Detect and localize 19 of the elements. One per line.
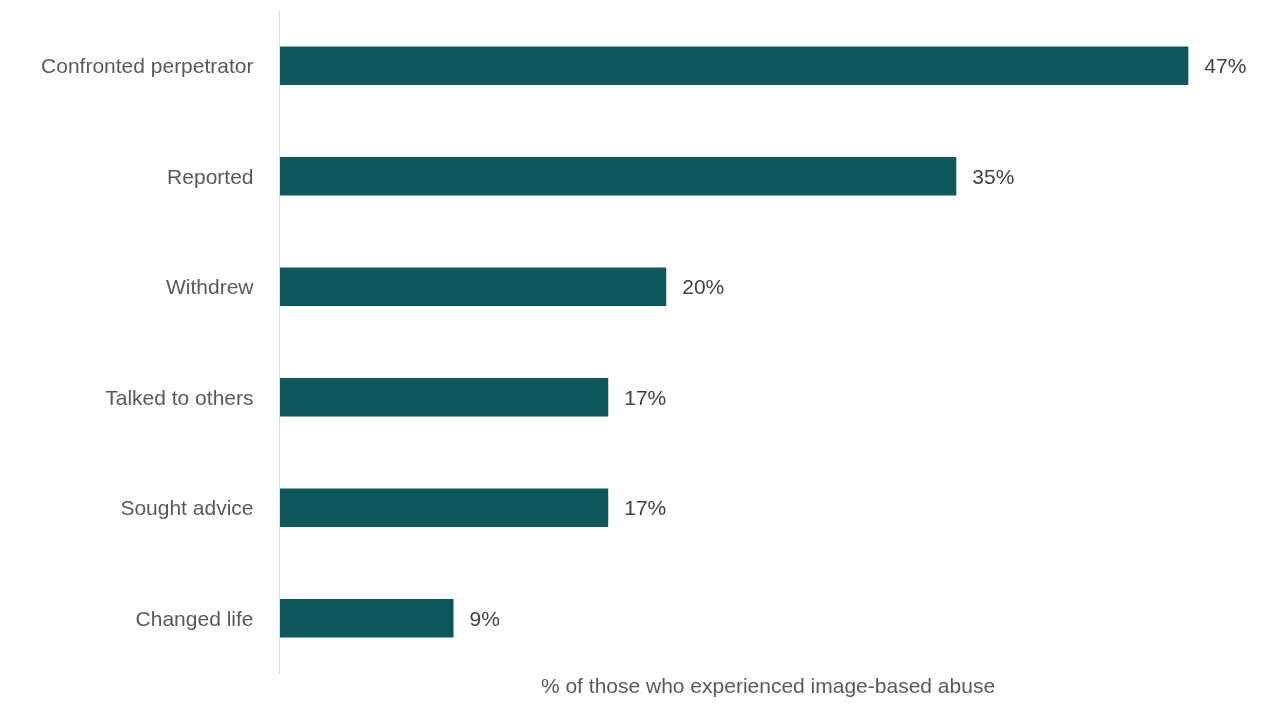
data-label: 9%: [469, 606, 500, 630]
y-tick-label: Changed life: [135, 606, 254, 630]
bar: [279, 46, 1189, 86]
y-tick-label: Confronted perpetrator: [41, 54, 254, 78]
y-tick-label: Sought advice: [120, 496, 254, 520]
data-label: 20%: [682, 275, 725, 299]
bar: [279, 267, 667, 307]
bar: [279, 598, 454, 638]
x-axis-title: % of those who experienced image-based abuse: [540, 673, 996, 697]
bar: [279, 377, 609, 417]
data-label: 17%: [624, 496, 667, 520]
data-label: 17%: [624, 385, 667, 409]
y-tick-label: Talked to others: [105, 385, 254, 409]
y-tick-label: Reported: [167, 164, 254, 188]
data-label: 47%: [1204, 54, 1247, 78]
bar: [279, 488, 609, 528]
y-tick-label: Withdrew: [165, 275, 255, 299]
data-label: 35%: [972, 164, 1015, 188]
bar: [279, 156, 957, 196]
